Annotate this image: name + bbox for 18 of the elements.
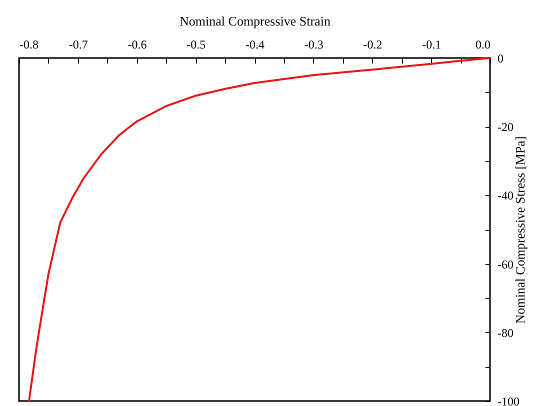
x-tick-label: -0.8 (20, 38, 38, 52)
x-tick-label: -0.2 (363, 38, 382, 52)
x-tick-label: -0.6 (128, 38, 147, 52)
y-tick-label: -40 (498, 188, 514, 203)
y-tick-label: 0 (498, 52, 504, 66)
x-tick-label: -0.7 (68, 38, 88, 52)
x-tick-label: -0.5 (186, 38, 206, 52)
x-axis-title: Nominal Compressive Strain (180, 14, 331, 28)
line-series (28, 57, 491, 402)
y-tick-label: -80 (498, 326, 514, 340)
y-tick-label: -20 (498, 120, 514, 134)
x-tick-label: -0.3 (304, 38, 324, 52)
x-tick-label: -0.4 (246, 38, 264, 52)
y-tick-label: -100 (498, 394, 520, 406)
y-tick-label: -60 (498, 257, 514, 272)
x-tick-label: 0.0 (476, 38, 490, 52)
y-axis-title: Nominal Compressive Stress [MPa] (512, 136, 528, 324)
x-tick-label: -0.1 (422, 38, 442, 52)
